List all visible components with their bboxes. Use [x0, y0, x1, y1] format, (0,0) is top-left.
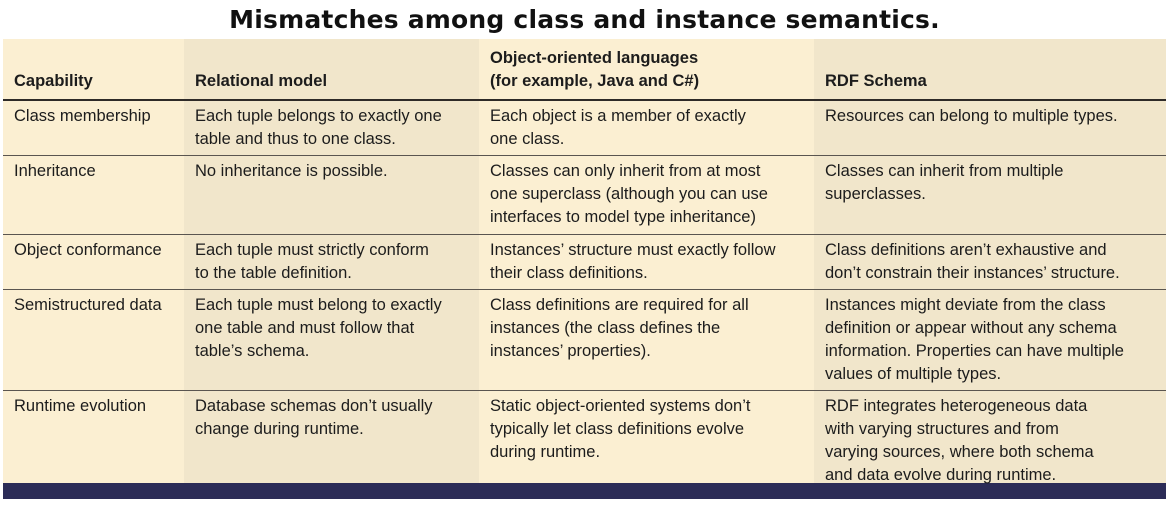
cell-text-line: RDF integrates heterogeneous data — [825, 397, 1088, 415]
capability-cell: Semistructured data — [3, 289, 184, 390]
cell-text-line: Classes can inherit from multiple — [825, 162, 1064, 180]
object-oriented-cell: Classes can only inherit from at most one… — [479, 155, 814, 234]
cell-text-line: Each object is a member of exactly — [490, 107, 746, 125]
cell-text-line: values of multiple types. — [825, 365, 1002, 383]
cell-text-line: Each tuple must belong to exactly — [195, 296, 442, 314]
cell-text-line: Runtime evolution — [14, 397, 147, 415]
cell-text-line: Instances’ structure must exactly follow — [490, 241, 776, 259]
rdf-schema-cell: Instances might deviate from the class de… — [814, 289, 1166, 390]
cell-text-line: Semistructured data — [14, 296, 162, 314]
cell-text-line: varying sources, where both schema — [825, 443, 1094, 461]
cell-text-line: Class definitions aren’t exhaustive and — [825, 241, 1107, 259]
cell-text-line: and data evolve during runtime. — [825, 466, 1057, 484]
header-rdf-label: RDF Schema — [825, 72, 927, 90]
cell-text-line: during runtime. — [490, 443, 601, 461]
cell-text-line: No inheritance is possible. — [195, 162, 388, 180]
cell-text-line: with varying structures and from — [825, 420, 1059, 438]
header-oo-label-line1: Object-oriented languages — [490, 49, 699, 67]
cell-text-line: change during runtime. — [195, 420, 364, 438]
cell-text-line: Each tuple belongs to exactly one — [195, 107, 442, 125]
rdf-schema-cell: Classes can inherit from multiple supercl… — [814, 155, 1166, 234]
table-title: Mismatches among class and instance sema… — [229, 5, 940, 34]
cell-text-line: definition or appear without any schema — [825, 319, 1117, 337]
cell-text-line: Class definitions are required for all — [490, 296, 749, 314]
cell-text-line: don’t constrain their instances’ structu… — [825, 264, 1120, 282]
header-capability: Capability — [3, 39, 184, 101]
cell-text-line: one table and must follow that — [195, 319, 415, 337]
relational-cell: No inheritance is possible. — [184, 155, 479, 234]
object-oriented-cell: Class definitions are required for all in… — [479, 289, 814, 390]
cell-text-line: superclasses. — [825, 185, 926, 203]
cell-text-line: typically let class definitions evolve — [490, 420, 745, 438]
cell-text-line: Inheritance — [14, 162, 96, 180]
capability-cell: Class membership — [3, 101, 184, 155]
cell-text-line: to the table definition. — [195, 264, 352, 282]
cell-text-line: Instances might deviate from the class — [825, 296, 1106, 314]
rdf-schema-cell: Resources can belong to multiple types. — [814, 101, 1166, 155]
cell-text-line: their class definitions. — [490, 264, 648, 282]
table-grid: Capability Relational model Object-orien… — [3, 39, 1166, 484]
header-relational-label: Relational model — [195, 72, 328, 90]
relational-cell: Each tuple must belong to exactly one tab… — [184, 289, 479, 390]
cell-text-line: one superclass (although you can use — [490, 185, 768, 203]
bottom-bar — [3, 483, 1166, 499]
cell-text-line: instances’ properties). — [490, 342, 651, 360]
header-rdf-schema: RDF Schema — [814, 39, 1166, 101]
cell-text-line: table and thus to one class. — [195, 130, 396, 148]
capability-cell: Inheritance — [3, 155, 184, 234]
rdf-schema-cell: Class definitions aren’t exhaustive and d… — [814, 234, 1166, 289]
capability-cell: Object conformance — [3, 234, 184, 289]
object-oriented-cell: Each object is a member of exactly one cl… — [479, 101, 814, 155]
cell-text-line: instances (the class defines the — [490, 319, 721, 337]
cell-text-line: table’s schema. — [195, 342, 310, 360]
cell-text-line: Each tuple must strictly conform — [195, 241, 429, 259]
relational-cell: Each tuple belongs to exactly one table a… — [184, 101, 479, 155]
cell-text-line: information. Properties can have multipl… — [825, 342, 1124, 360]
cell-text-line: interfaces to model type inheritance) — [490, 208, 756, 226]
cell-text-line: Class membership — [14, 107, 151, 125]
rdf-schema-cell: RDF integrates heterogeneous data with va… — [814, 390, 1166, 484]
header-oo-label-line2: (for example, Java and C#) — [490, 72, 700, 90]
relational-cell: Database schemas don’t usually change dur… — [184, 390, 479, 483]
cell-text-line: Static object-oriented systems don’t — [490, 397, 751, 415]
semantics-table: Capability Relational model Object-orien… — [3, 39, 1166, 509]
object-oriented-cell: Static object-oriented systems don’t typi… — [479, 390, 814, 483]
object-oriented-cell: Instances’ structure must exactly follow… — [479, 234, 814, 289]
cell-text-line: Object conformance — [14, 241, 162, 259]
cell-text-line: Resources can belong to multiple types. — [825, 107, 1118, 125]
header-object-oriented: Object-oriented languages (for example, … — [479, 39, 814, 101]
header-capability-label: Capability — [14, 72, 93, 90]
cell-text-line: Classes can only inherit from at most — [490, 162, 761, 180]
header-relational-model: Relational model — [184, 39, 479, 101]
cell-text-line: Database schemas don’t usually — [195, 397, 433, 415]
cell-text-line: one class. — [490, 130, 565, 148]
capability-cell: Runtime evolution — [3, 390, 184, 483]
relational-cell: Each tuple must strictly conform to the t… — [184, 234, 479, 289]
